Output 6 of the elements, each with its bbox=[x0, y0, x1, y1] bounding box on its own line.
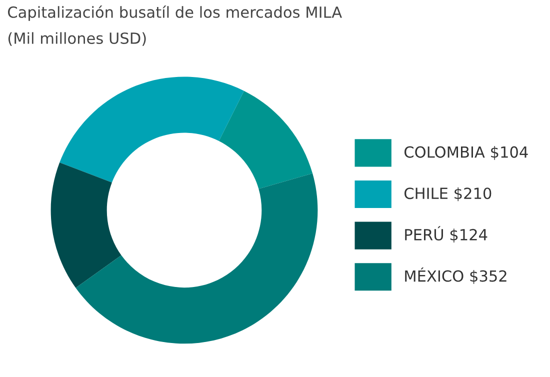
legend-label: PERÚ $124 bbox=[405, 226, 488, 242]
legend-label: MÉXICO $352 bbox=[405, 267, 506, 284]
chart-subtitle: (Mil millones USD) bbox=[8, 32, 146, 46]
chart-title: Capitalización busatíl de los mercados MILA bbox=[8, 5, 342, 21]
legend-label: COLOMBIA $104 bbox=[404, 146, 528, 160]
legend-label: CHILE $210 bbox=[404, 187, 492, 202]
